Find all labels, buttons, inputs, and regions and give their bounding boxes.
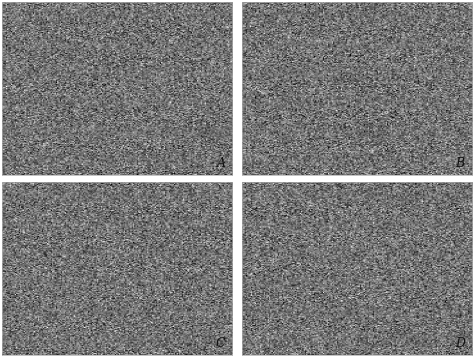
Text: A: A <box>217 157 226 170</box>
Text: B: B <box>456 157 465 170</box>
Text: C: C <box>216 337 226 350</box>
Text: D: D <box>455 337 465 350</box>
